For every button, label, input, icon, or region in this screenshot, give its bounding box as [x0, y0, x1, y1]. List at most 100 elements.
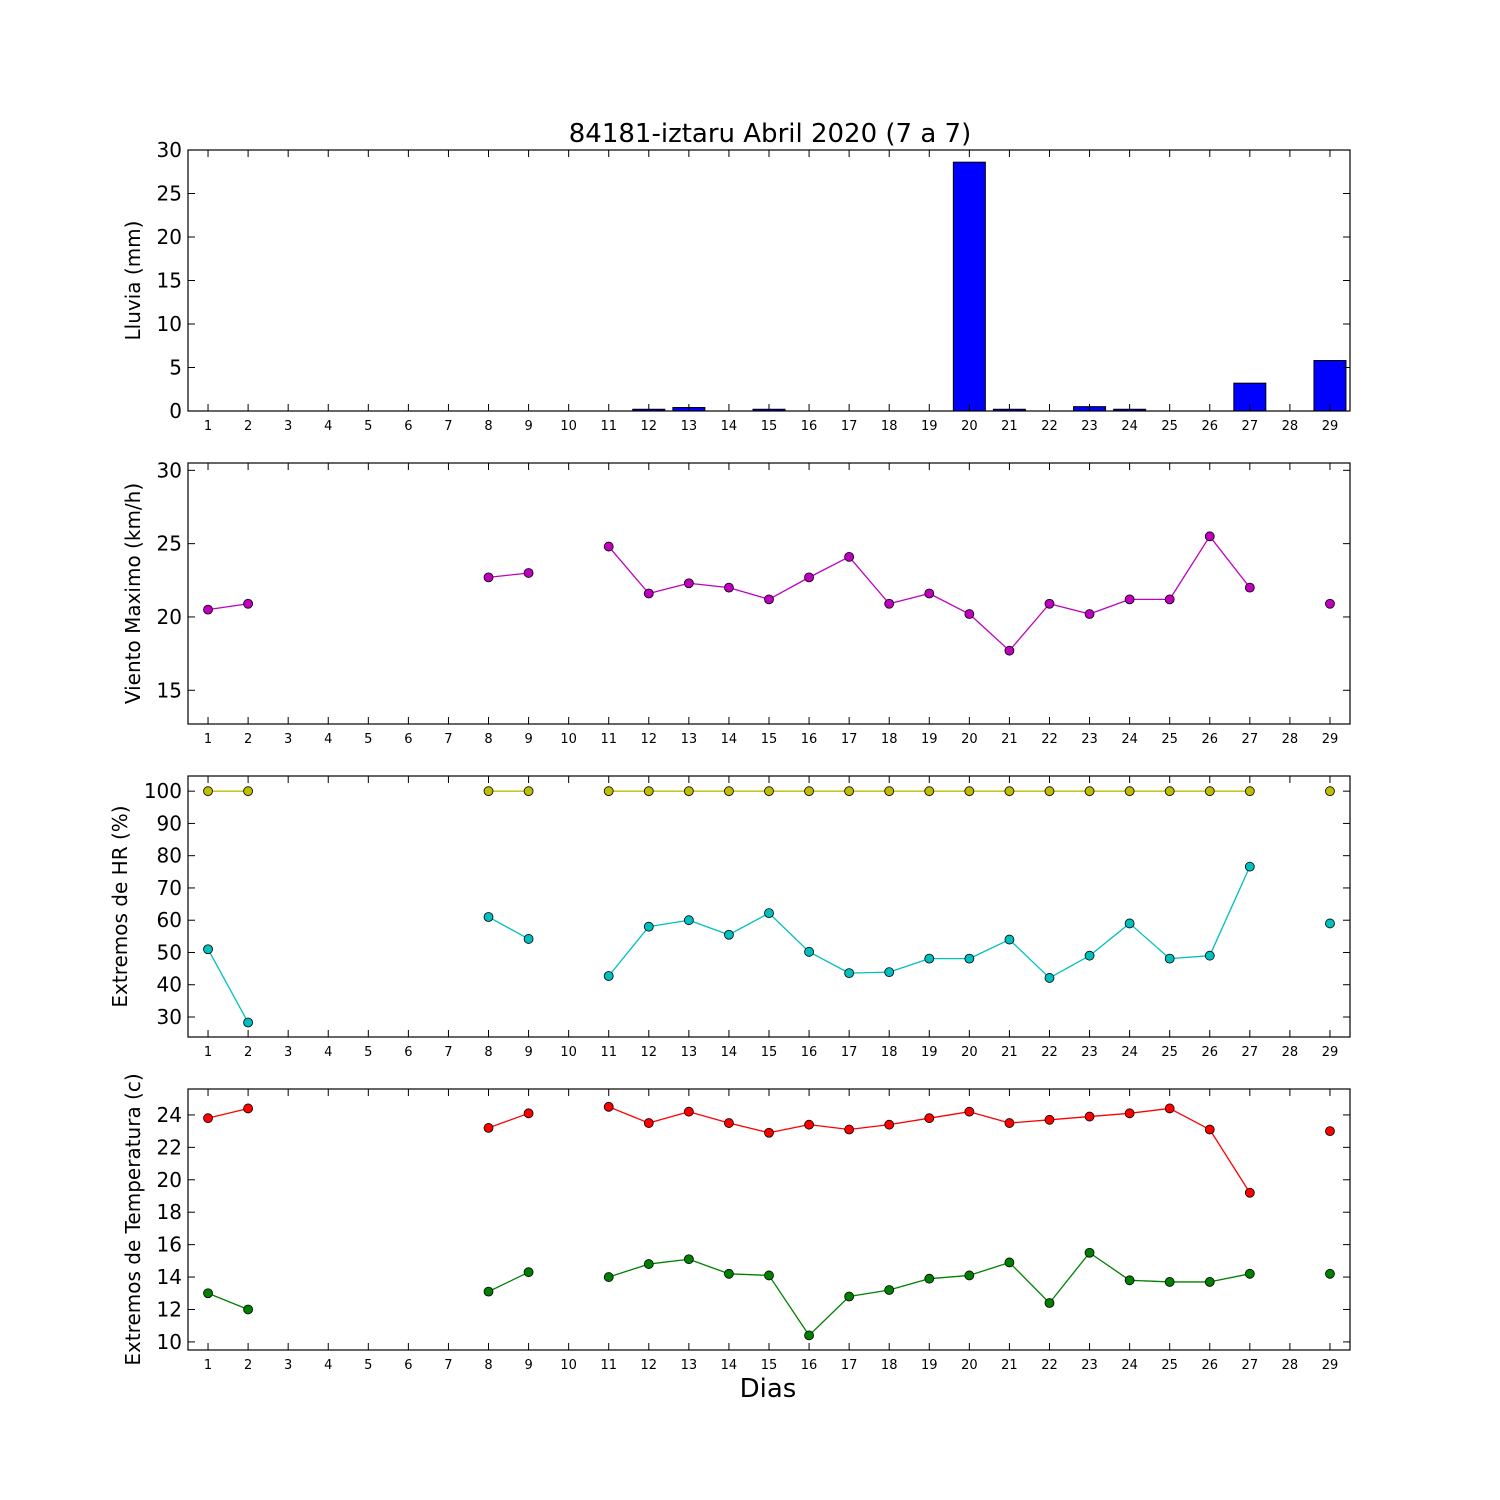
wind-series-0-point-23: [1084, 609, 1095, 619]
temp-series-1-segment: [1048, 1252, 1091, 1304]
hr-series-1-point-1: [203, 944, 213, 955]
temp-series-1-point-26: [1204, 1277, 1215, 1287]
rain-xtick-label: 20: [961, 419, 978, 434]
rain-xtick-label: 17: [841, 419, 858, 434]
rain-xtick-label: 1: [204, 419, 212, 434]
wind-series-0-segment: [1169, 535, 1211, 600]
rain-y-axis-label: Lluvia (mm): [121, 221, 145, 341]
hr-xtick-label: 19: [921, 1045, 938, 1060]
hr-y-axis-label: Extremos de HR (%): [108, 805, 132, 1007]
hr-series-0-point-23: [1084, 786, 1095, 797]
temp-xtick-label: 29: [1322, 1358, 1339, 1373]
hr-series-1-segment: [488, 916, 529, 940]
temp-series-0-point-2: [243, 1103, 254, 1114]
temp-series-1-point-11: [603, 1272, 614, 1282]
hr-series-1-point-20: [964, 953, 975, 964]
hr-series-1-point-21: [1004, 934, 1015, 945]
hr-xtick-label: 3: [284, 1045, 292, 1060]
wind-xtick-label: 29: [1322, 732, 1339, 747]
wind-xtick-label: 21: [1001, 732, 1018, 747]
hr-xtick-label: 23: [1081, 1045, 1098, 1060]
hr-series-1-point-11: [603, 971, 614, 981]
wind-series-0-point-15: [764, 594, 774, 605]
wind-series-0-segment: [768, 576, 810, 600]
rain-xtick-label: 13: [681, 419, 698, 434]
hr-xtick-label: 12: [641, 1045, 658, 1060]
temp-xtick-label: 5: [364, 1358, 372, 1373]
temp-xtick-label: 27: [1242, 1358, 1259, 1373]
wind-series-0-segment: [889, 592, 930, 605]
wind-series-0-segment: [1049, 603, 1090, 615]
hr-ytick-label: 60: [157, 908, 182, 932]
temp-series-1-segment: [648, 1258, 689, 1265]
wind-xtick-label: 1: [204, 732, 212, 747]
hr-series-0-point-15: [764, 786, 774, 797]
wind-xtick-label: 9: [524, 732, 532, 747]
hr-series-1-segment: [768, 912, 810, 953]
wind-xtick-label: 17: [841, 732, 858, 747]
hr-series-0-point-25: [1164, 786, 1175, 797]
wind-y-axis-label: Viento Maximo (km/h): [121, 483, 145, 704]
wind-xtick-label: 10: [560, 732, 577, 747]
chart-title: 84181-iztaru Abril 2020 (7 a 7): [569, 119, 971, 149]
temp-series-1-point-25: [1164, 1277, 1175, 1287]
temp-series-0-point-15: [764, 1127, 774, 1138]
hr-series-1-segment: [1089, 922, 1131, 957]
rain-xtick-label: 28: [1282, 419, 1299, 434]
temp-series-0-point-17: [844, 1124, 855, 1135]
rain-ytick-label: 0: [169, 399, 182, 423]
wind-series-0-point-18: [884, 598, 895, 609]
temp-series-0-point-16: [804, 1119, 814, 1130]
temp-series-0-segment: [808, 1124, 850, 1131]
temp-xtick-label: 8: [484, 1358, 492, 1373]
temp-y-axis-label: Extremos de Temperatura (c): [121, 1073, 145, 1365]
wind-series-0-segment: [808, 556, 850, 578]
wind-xtick-label: 15: [761, 732, 778, 747]
temp-xtick-label: 21: [1001, 1358, 1018, 1373]
temp-series-1-segment: [488, 1271, 529, 1293]
rain-xtick-label: 4: [324, 419, 332, 434]
wind-series-0-point-14: [724, 582, 734, 593]
temp-xtick-label: 22: [1041, 1358, 1058, 1373]
hr-series-1-point-29: [1325, 918, 1335, 929]
hr-ytick-label: 80: [157, 844, 182, 868]
temp-xtick-label: 19: [921, 1358, 938, 1373]
rain-bar-29: [1313, 360, 1347, 412]
hr-series-1-segment: [888, 957, 930, 973]
temp-series-1-point-22: [1044, 1298, 1055, 1308]
temp-series-0-segment: [929, 1111, 970, 1119]
temp-series-0-segment: [1129, 1107, 1170, 1114]
temp-series-0-point-24: [1124, 1108, 1135, 1119]
wind-xtick-label: 14: [721, 732, 738, 747]
temp-xtick-label: 2: [244, 1358, 252, 1373]
hr-series-0-point-22: [1044, 786, 1055, 797]
temp-xtick-label: 11: [600, 1358, 617, 1373]
hr-xtick-label: 13: [681, 1045, 698, 1060]
rain-xtick-label: 22: [1041, 419, 1058, 434]
wind-series-0-point-22: [1044, 598, 1055, 609]
wind-series-0-point-9: [523, 568, 534, 578]
rain-xtick-label: 18: [881, 419, 898, 434]
hr-series-1-segment: [1049, 955, 1090, 979]
temp-ytick-label: 24: [157, 1103, 182, 1127]
temp-series-1-segment: [1089, 1252, 1130, 1281]
temp-series-0-segment: [849, 1124, 890, 1131]
temp-xtick-label: 26: [1201, 1358, 1218, 1373]
x-axis-label: Dias: [740, 1374, 797, 1404]
hr-series-0-point-19: [924, 786, 935, 797]
temp-series-0-point-19: [924, 1113, 935, 1124]
temp-series-0-segment: [1089, 1112, 1130, 1118]
wind-xtick-label: 3: [284, 732, 292, 747]
hr-ytick-label: 50: [157, 940, 182, 964]
wind-series-0-point-11: [603, 541, 614, 552]
wind-xtick-label: 28: [1282, 732, 1299, 747]
temp-xtick-label: 23: [1081, 1358, 1098, 1373]
hr-series-1-point-19: [924, 953, 935, 964]
temp-series-0-segment: [648, 1111, 690, 1124]
temp-series-0-point-26: [1204, 1124, 1215, 1135]
